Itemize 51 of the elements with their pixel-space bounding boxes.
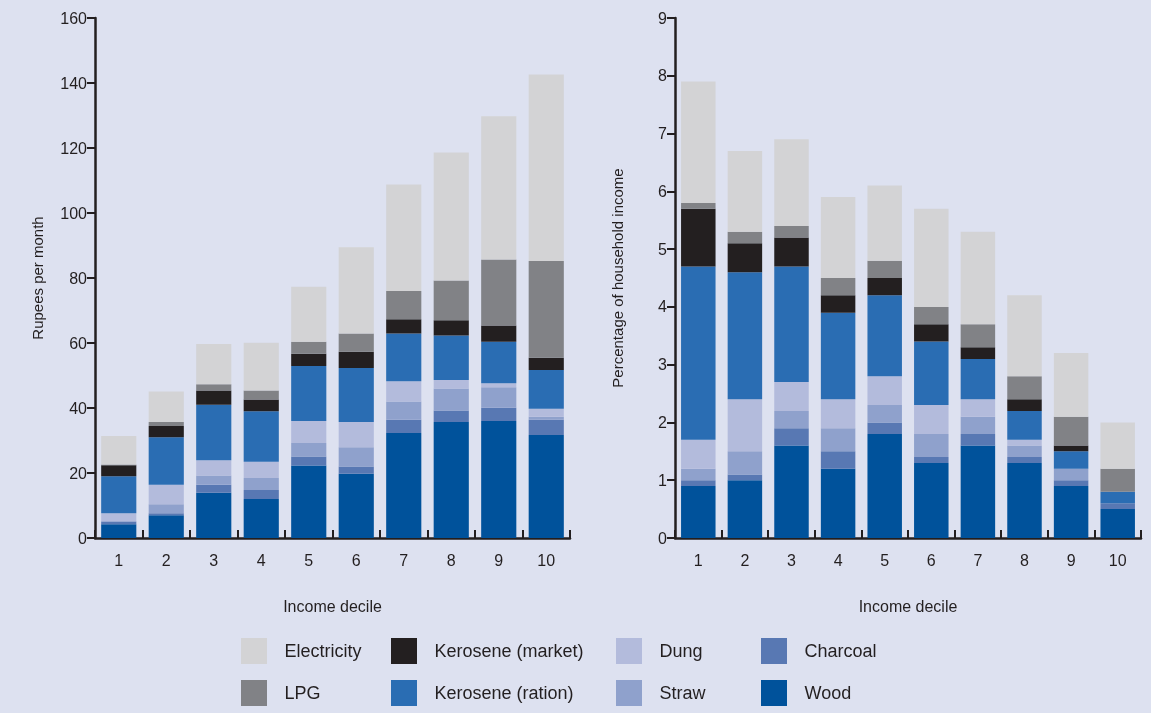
y-tick-label: 140: [60, 74, 88, 92]
y-tick-label: 0: [78, 529, 88, 547]
x-tick-label: 8: [1020, 551, 1030, 569]
x-tick-label: 7: [399, 551, 409, 569]
x-tick-label: 1: [693, 551, 703, 569]
y-tick-label: 80: [69, 269, 88, 287]
y-tick-label: 0: [658, 529, 668, 547]
x-tick-label: 9: [494, 551, 504, 569]
legend-label: Wood: [804, 682, 852, 704]
y-tick-label: 2: [658, 413, 668, 431]
y-tick-label: 8: [658, 67, 668, 85]
x-tick-label: 9: [1066, 551, 1076, 569]
y-tick-label: 40: [69, 399, 88, 417]
legend-label: Electricity: [284, 640, 362, 662]
x-tick-label: 1: [114, 551, 124, 569]
x-tick-label: 7: [973, 551, 983, 569]
y-tick-label: 4: [658, 298, 668, 316]
y-axis-title: Percentage of household income: [609, 168, 626, 388]
x-tick-label: 3: [209, 551, 219, 569]
y-tick-label: 7: [658, 125, 668, 143]
x-tick-label: 4: [256, 551, 266, 569]
y-tick-label: 160: [60, 9, 88, 27]
legend-label: Kerosene (ration): [434, 682, 574, 704]
x-tick-label: 3: [787, 551, 797, 569]
y-tick-label: 1: [658, 471, 668, 489]
legend-label: Straw: [659, 682, 706, 704]
x-tick-label: 8: [446, 551, 456, 569]
x-axis-title: Income decile: [858, 597, 958, 615]
x-tick-label: 6: [351, 551, 361, 569]
x-tick-label: 6: [926, 551, 936, 569]
y-tick-label: 60: [69, 334, 88, 352]
y-tick-label: 20: [69, 464, 88, 482]
x-axis-title: Income decile: [283, 597, 382, 615]
legend-label: LPG: [284, 682, 321, 704]
y-tick-label: 120: [60, 139, 88, 157]
x-tick-label: 5: [304, 551, 314, 569]
y-tick-label: 9: [658, 9, 668, 27]
legend-label: Charcoal: [804, 640, 877, 662]
y-tick-label: 100: [60, 204, 88, 222]
y-tick-label: 6: [658, 182, 668, 200]
x-tick-label: 4: [833, 551, 843, 569]
x-tick-label: 10: [537, 551, 556, 569]
x-tick-label: 5: [880, 551, 890, 569]
legend-label: Dung: [659, 640, 703, 662]
x-tick-label: 10: [1108, 551, 1127, 569]
y-tick-label: 5: [658, 240, 668, 258]
y-axis-title: Rupees per month: [29, 216, 46, 340]
legend-label: Kerosene (market): [434, 640, 584, 662]
x-tick-label: 2: [161, 551, 171, 569]
x-tick-label: 2: [740, 551, 750, 569]
y-tick-label: 3: [658, 356, 668, 374]
